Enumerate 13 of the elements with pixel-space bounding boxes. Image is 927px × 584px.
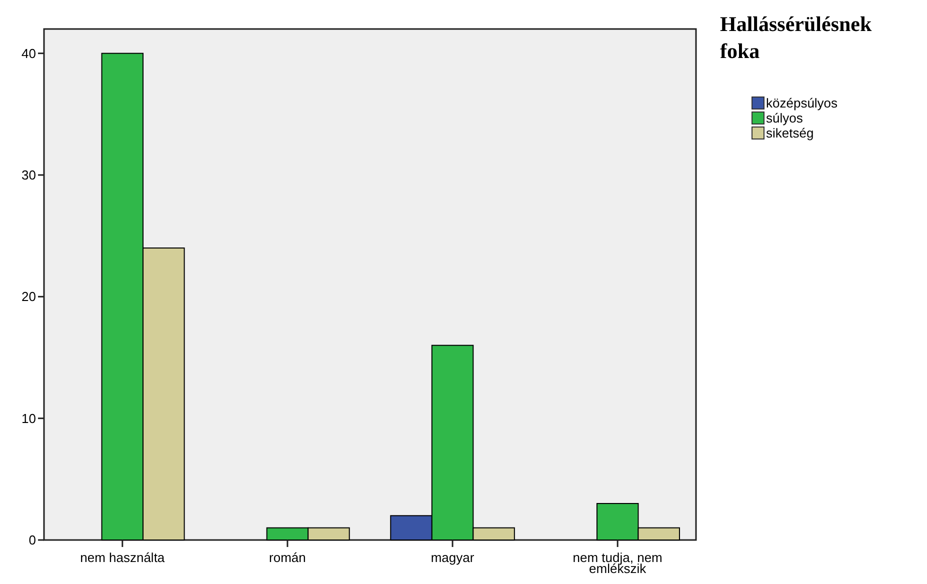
x-tick-label: magyar — [430, 550, 475, 565]
legend-label: siketség — [766, 126, 814, 141]
x-tick-label: nem használta — [80, 550, 166, 565]
y-tick-label: 20 — [22, 289, 36, 304]
x-tick-label: román — [269, 550, 306, 565]
legend-label: középsúlyos — [766, 96, 838, 111]
y-tick-label: 0 — [28, 532, 36, 548]
legend-title: Hallássérülésnek foka — [720, 12, 872, 63]
y-tick-label: 30 — [22, 168, 36, 183]
y-tick-label: 40 — [22, 46, 36, 61]
legend-label: súlyos — [766, 110, 804, 126]
x-tick-label: nem tudja, nem emlékszik — [572, 550, 662, 576]
y-tick-label: 10 — [22, 410, 36, 426]
